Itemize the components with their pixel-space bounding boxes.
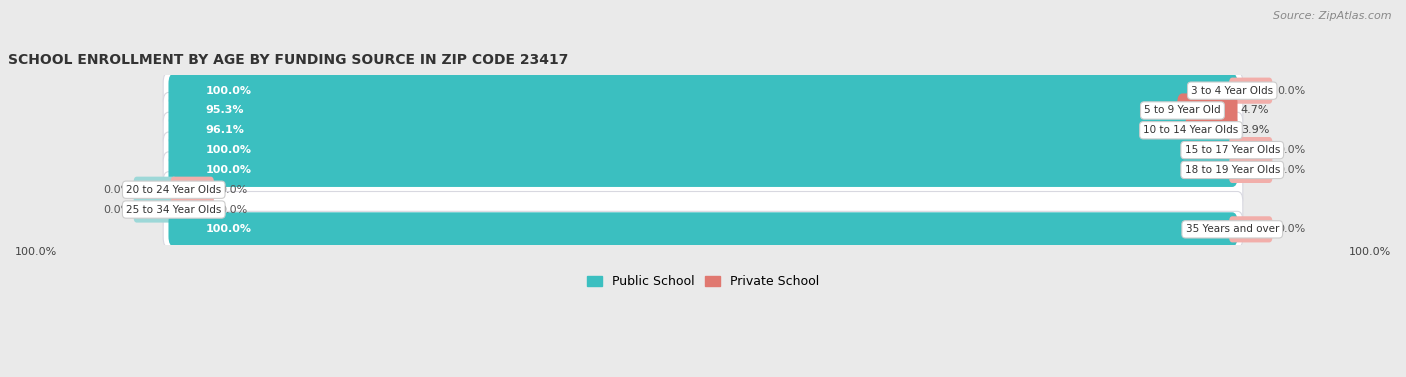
FancyBboxPatch shape (1229, 216, 1272, 242)
Text: 0.0%: 0.0% (103, 185, 131, 195)
Text: 100.0%: 100.0% (205, 165, 252, 175)
Text: 3.9%: 3.9% (1240, 125, 1270, 135)
Text: 100.0%: 100.0% (205, 86, 252, 96)
FancyBboxPatch shape (169, 93, 1188, 127)
FancyBboxPatch shape (163, 192, 1243, 228)
Text: 0.0%: 0.0% (1278, 86, 1306, 96)
FancyBboxPatch shape (163, 73, 1243, 109)
Text: 10 to 14 Year Olds: 10 to 14 Year Olds (1143, 125, 1239, 135)
Text: 96.1%: 96.1% (205, 125, 245, 135)
Text: 0.0%: 0.0% (1278, 145, 1306, 155)
Text: 100.0%: 100.0% (205, 145, 252, 155)
Text: 100.0%: 100.0% (1348, 247, 1391, 257)
FancyBboxPatch shape (134, 196, 177, 222)
FancyBboxPatch shape (163, 211, 1243, 247)
Text: 25 to 34 Year Olds: 25 to 34 Year Olds (127, 205, 222, 215)
Text: 3 to 4 Year Olds: 3 to 4 Year Olds (1191, 86, 1274, 96)
FancyBboxPatch shape (169, 133, 1237, 167)
Text: 0.0%: 0.0% (219, 205, 247, 215)
Text: 0.0%: 0.0% (1278, 224, 1306, 234)
FancyBboxPatch shape (169, 153, 1237, 187)
FancyBboxPatch shape (1229, 157, 1272, 183)
FancyBboxPatch shape (169, 212, 1237, 247)
FancyBboxPatch shape (1177, 93, 1237, 127)
Text: 0.0%: 0.0% (219, 185, 247, 195)
FancyBboxPatch shape (134, 177, 177, 203)
Text: 95.3%: 95.3% (205, 106, 245, 115)
FancyBboxPatch shape (169, 113, 1197, 147)
FancyBboxPatch shape (163, 172, 1243, 208)
FancyBboxPatch shape (169, 74, 1237, 108)
FancyBboxPatch shape (1229, 137, 1272, 163)
Text: 100.0%: 100.0% (205, 224, 252, 234)
Text: 15 to 17 Year Olds: 15 to 17 Year Olds (1184, 145, 1279, 155)
FancyBboxPatch shape (163, 152, 1243, 188)
FancyBboxPatch shape (1185, 113, 1237, 147)
FancyBboxPatch shape (1229, 78, 1272, 104)
Text: 4.7%: 4.7% (1240, 106, 1270, 115)
Text: 100.0%: 100.0% (15, 247, 58, 257)
FancyBboxPatch shape (163, 92, 1243, 129)
Text: 0.0%: 0.0% (1278, 165, 1306, 175)
FancyBboxPatch shape (163, 112, 1243, 148)
Text: 0.0%: 0.0% (103, 205, 131, 215)
Text: 18 to 19 Year Olds: 18 to 19 Year Olds (1184, 165, 1279, 175)
Text: 35 Years and over: 35 Years and over (1185, 224, 1279, 234)
Legend: Public School, Private School: Public School, Private School (582, 270, 824, 293)
Text: 20 to 24 Year Olds: 20 to 24 Year Olds (127, 185, 221, 195)
Text: SCHOOL ENROLLMENT BY AGE BY FUNDING SOURCE IN ZIP CODE 23417: SCHOOL ENROLLMENT BY AGE BY FUNDING SOUR… (8, 53, 568, 67)
Text: 5 to 9 Year Old: 5 to 9 Year Old (1144, 106, 1220, 115)
FancyBboxPatch shape (170, 196, 214, 222)
FancyBboxPatch shape (170, 177, 214, 203)
Text: Source: ZipAtlas.com: Source: ZipAtlas.com (1274, 11, 1392, 21)
FancyBboxPatch shape (163, 132, 1243, 168)
